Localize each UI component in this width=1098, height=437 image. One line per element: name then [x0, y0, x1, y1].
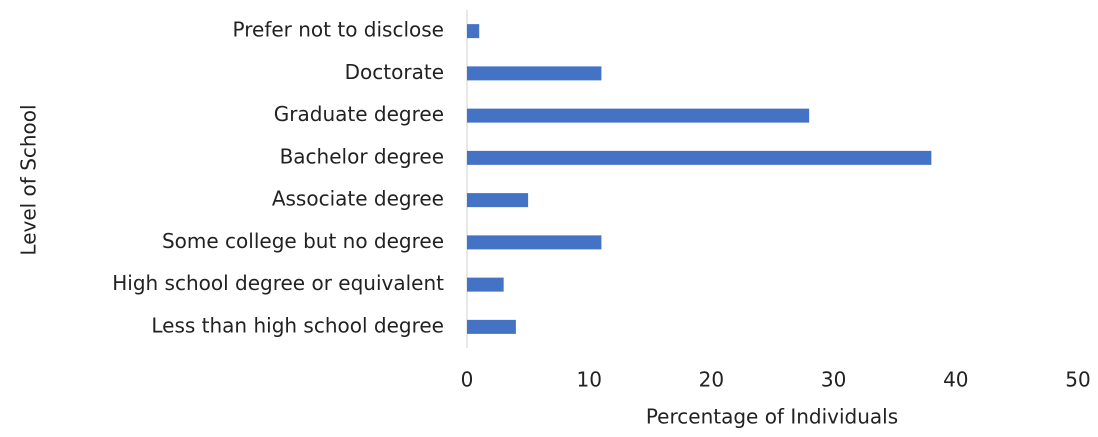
y-tick-label: Some college but no degree [162, 229, 444, 253]
x-tick-label: 0 [461, 368, 474, 392]
y-tick-label: Graduate degree [274, 102, 444, 126]
bar [467, 235, 602, 250]
y-tick-label: Associate degree [272, 187, 444, 211]
x-tick-label: 10 [576, 368, 601, 392]
x-tick-label: 30 [821, 368, 846, 392]
bar [467, 277, 504, 292]
bar [467, 24, 480, 39]
bar [467, 66, 602, 81]
bar [467, 108, 810, 123]
x-tick-label: 40 [943, 368, 968, 392]
bar [467, 319, 516, 334]
x-tick-label: 20 [699, 368, 724, 392]
x-axis-label: Percentage of Individuals [646, 405, 898, 429]
bar [467, 193, 529, 208]
y-tick-label: Less than high school degree [151, 313, 444, 337]
y-tick-label: Doctorate [345, 60, 444, 84]
bar [467, 150, 932, 165]
y-tick-label: Prefer not to disclose [233, 18, 444, 42]
x-tick-label: 50 [1065, 368, 1090, 392]
y-tick-label: High school degree or equivalent [112, 271, 444, 295]
y-axis-label: Level of School [17, 104, 41, 255]
y-tick-label: Bachelor degree [280, 144, 444, 168]
